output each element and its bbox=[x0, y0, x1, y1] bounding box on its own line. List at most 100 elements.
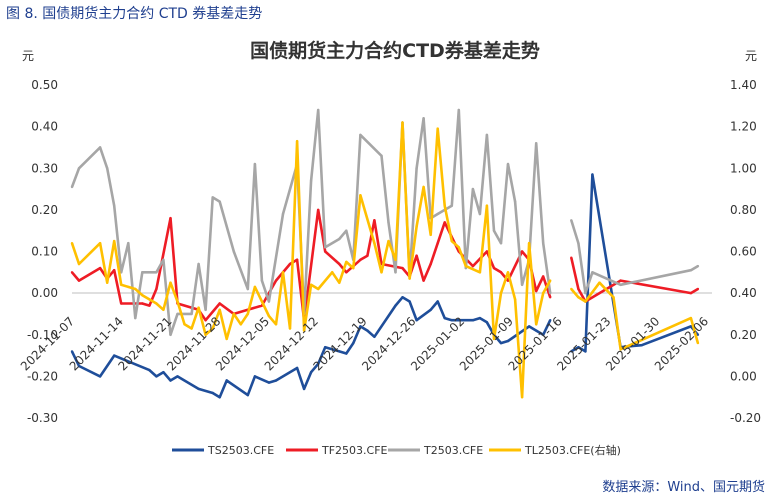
data-point bbox=[225, 337, 228, 341]
data-point bbox=[141, 302, 144, 305]
data-point bbox=[373, 242, 376, 245]
data-point bbox=[506, 162, 510, 166]
data-point bbox=[471, 319, 475, 322]
data-point bbox=[520, 396, 524, 399]
data-point bbox=[429, 233, 432, 236]
data-point bbox=[373, 219, 376, 222]
data-point bbox=[359, 194, 362, 197]
left-tick-label: 0.30 bbox=[31, 161, 58, 175]
left-tick-label: -0.30 bbox=[27, 411, 58, 425]
data-point bbox=[309, 371, 313, 374]
right-tick-label: 1.40 bbox=[730, 78, 757, 92]
data-point bbox=[183, 323, 186, 326]
data-point bbox=[338, 350, 341, 353]
data-point bbox=[570, 350, 573, 353]
data-point bbox=[457, 246, 460, 249]
data-point bbox=[535, 289, 538, 293]
data-point bbox=[295, 258, 299, 261]
data-point bbox=[549, 296, 552, 299]
data-point bbox=[577, 346, 580, 349]
data-point bbox=[450, 204, 453, 207]
data-point bbox=[338, 262, 341, 266]
data-point bbox=[471, 187, 475, 191]
data-point bbox=[443, 316, 446, 320]
data-point bbox=[169, 281, 172, 284]
data-point bbox=[197, 262, 200, 266]
data-point bbox=[197, 387, 200, 391]
data-point bbox=[689, 291, 693, 295]
data-point bbox=[436, 300, 439, 303]
chart-title: 国债期货主力合约CTD券基差走势 bbox=[250, 39, 540, 62]
data-point bbox=[499, 341, 503, 345]
data-point bbox=[422, 279, 425, 282]
data-point bbox=[77, 279, 81, 282]
data-point bbox=[549, 319, 552, 322]
data-point bbox=[401, 266, 404, 270]
data-point bbox=[253, 285, 257, 289]
data-point bbox=[155, 375, 158, 378]
data-point bbox=[253, 162, 257, 166]
data-point bbox=[204, 319, 207, 322]
data-point bbox=[535, 329, 538, 332]
data-point bbox=[274, 379, 278, 382]
data-point bbox=[176, 300, 179, 303]
data-point bbox=[359, 258, 362, 261]
data-point bbox=[570, 219, 573, 222]
data-point bbox=[267, 300, 271, 303]
data-point bbox=[155, 271, 158, 274]
left-tick-label: 0.00 bbox=[31, 286, 58, 300]
data-point bbox=[246, 287, 249, 291]
figure-caption: 图 8. 国债期货主力合约 CTD 券基差走势 bbox=[6, 6, 263, 22]
data-point bbox=[106, 167, 109, 170]
data-point bbox=[324, 250, 327, 253]
data-point bbox=[239, 323, 242, 326]
data-point bbox=[394, 271, 397, 274]
data-point bbox=[520, 283, 524, 286]
right-tick-label: 0.60 bbox=[730, 245, 757, 259]
data-point bbox=[169, 217, 172, 220]
data-point bbox=[366, 254, 369, 257]
data-point bbox=[591, 271, 594, 274]
data-point bbox=[513, 200, 517, 203]
data-point bbox=[359, 133, 362, 137]
data-point bbox=[218, 200, 221, 203]
data-point bbox=[506, 279, 510, 282]
data-point bbox=[302, 329, 306, 332]
data-point bbox=[689, 269, 693, 272]
series-line bbox=[70, 173, 699, 399]
left-tick-label: -0.20 bbox=[27, 369, 58, 383]
data-point bbox=[527, 325, 531, 328]
data-point bbox=[134, 287, 137, 291]
data-point bbox=[345, 229, 348, 232]
left-tick-label: 0.50 bbox=[31, 78, 58, 92]
data-point bbox=[155, 302, 158, 305]
data-point bbox=[302, 387, 306, 391]
data-point bbox=[450, 239, 453, 243]
data-point bbox=[387, 221, 390, 224]
data-point bbox=[70, 271, 74, 274]
data-point bbox=[98, 375, 102, 378]
data-point bbox=[584, 350, 587, 353]
data-point bbox=[232, 312, 235, 316]
data-point bbox=[619, 283, 622, 286]
data-point bbox=[176, 375, 179, 378]
series-TS2503.CFE bbox=[70, 173, 700, 399]
data-point bbox=[696, 287, 700, 291]
data-point bbox=[499, 271, 503, 274]
data-point bbox=[478, 271, 482, 274]
data-point bbox=[345, 352, 348, 355]
data-point bbox=[338, 281, 341, 284]
data-point bbox=[148, 304, 151, 307]
data-point bbox=[584, 300, 587, 303]
data-point bbox=[359, 325, 362, 328]
right-tick-label: 0.40 bbox=[730, 286, 757, 300]
data-point bbox=[640, 344, 643, 347]
data-point bbox=[70, 350, 74, 353]
left-tick-label: 0.40 bbox=[31, 120, 58, 134]
data-point bbox=[204, 308, 207, 311]
data-point bbox=[225, 379, 228, 382]
data-point bbox=[352, 266, 355, 270]
x-axis-ticks: 2024-11-072024-11-142024-11-212024-11-28… bbox=[18, 314, 711, 373]
data-point bbox=[218, 308, 221, 311]
data-point bbox=[513, 298, 517, 301]
